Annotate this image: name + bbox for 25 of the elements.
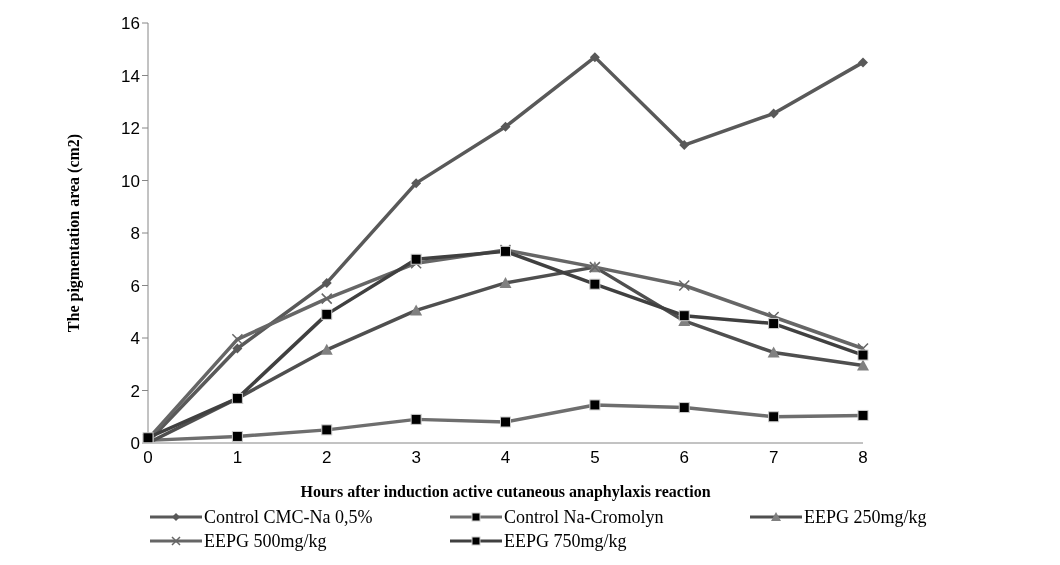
x-tick-label: 1	[232, 448, 243, 468]
x-tick-label: 5	[590, 448, 600, 468]
y-tick-label: 0	[130, 434, 140, 454]
y-tick-label: 12	[121, 119, 140, 139]
x-tick-label: 7	[768, 448, 779, 468]
legend-label: Control CMC-Na 0,5%	[204, 506, 373, 528]
y-tick-label: 10	[121, 171, 140, 191]
x-tick-label: 2	[322, 448, 332, 468]
x-tick-label: 6	[679, 448, 689, 468]
y-tick-label: 8	[130, 224, 140, 244]
y-tick-label: 6	[130, 276, 140, 296]
y-tick-label: 16	[121, 14, 140, 34]
x-tick-label: 4	[500, 448, 511, 468]
y-tick-label: 4	[130, 329, 140, 349]
y-tick-label: 2	[130, 381, 140, 401]
x-tick-label: 0	[143, 448, 153, 468]
legend-label: EEPG 500mg/kg	[204, 530, 327, 552]
legend-label: EEPG 750mg/kg	[504, 530, 627, 552]
legend-label: EEPG 250mg/kg	[804, 506, 927, 528]
x-axis-title: Hours after induction active cutaneous anaphylaxis reaction	[300, 483, 711, 501]
y-axis-title: The pigmentation area (cm2)	[64, 133, 83, 333]
y-tick-label: 14	[121, 66, 140, 86]
x-tick-label: 8	[858, 448, 868, 468]
legend-label: Control Na-Cromolyn	[504, 506, 664, 528]
x-tick-label: 3	[411, 448, 421, 468]
